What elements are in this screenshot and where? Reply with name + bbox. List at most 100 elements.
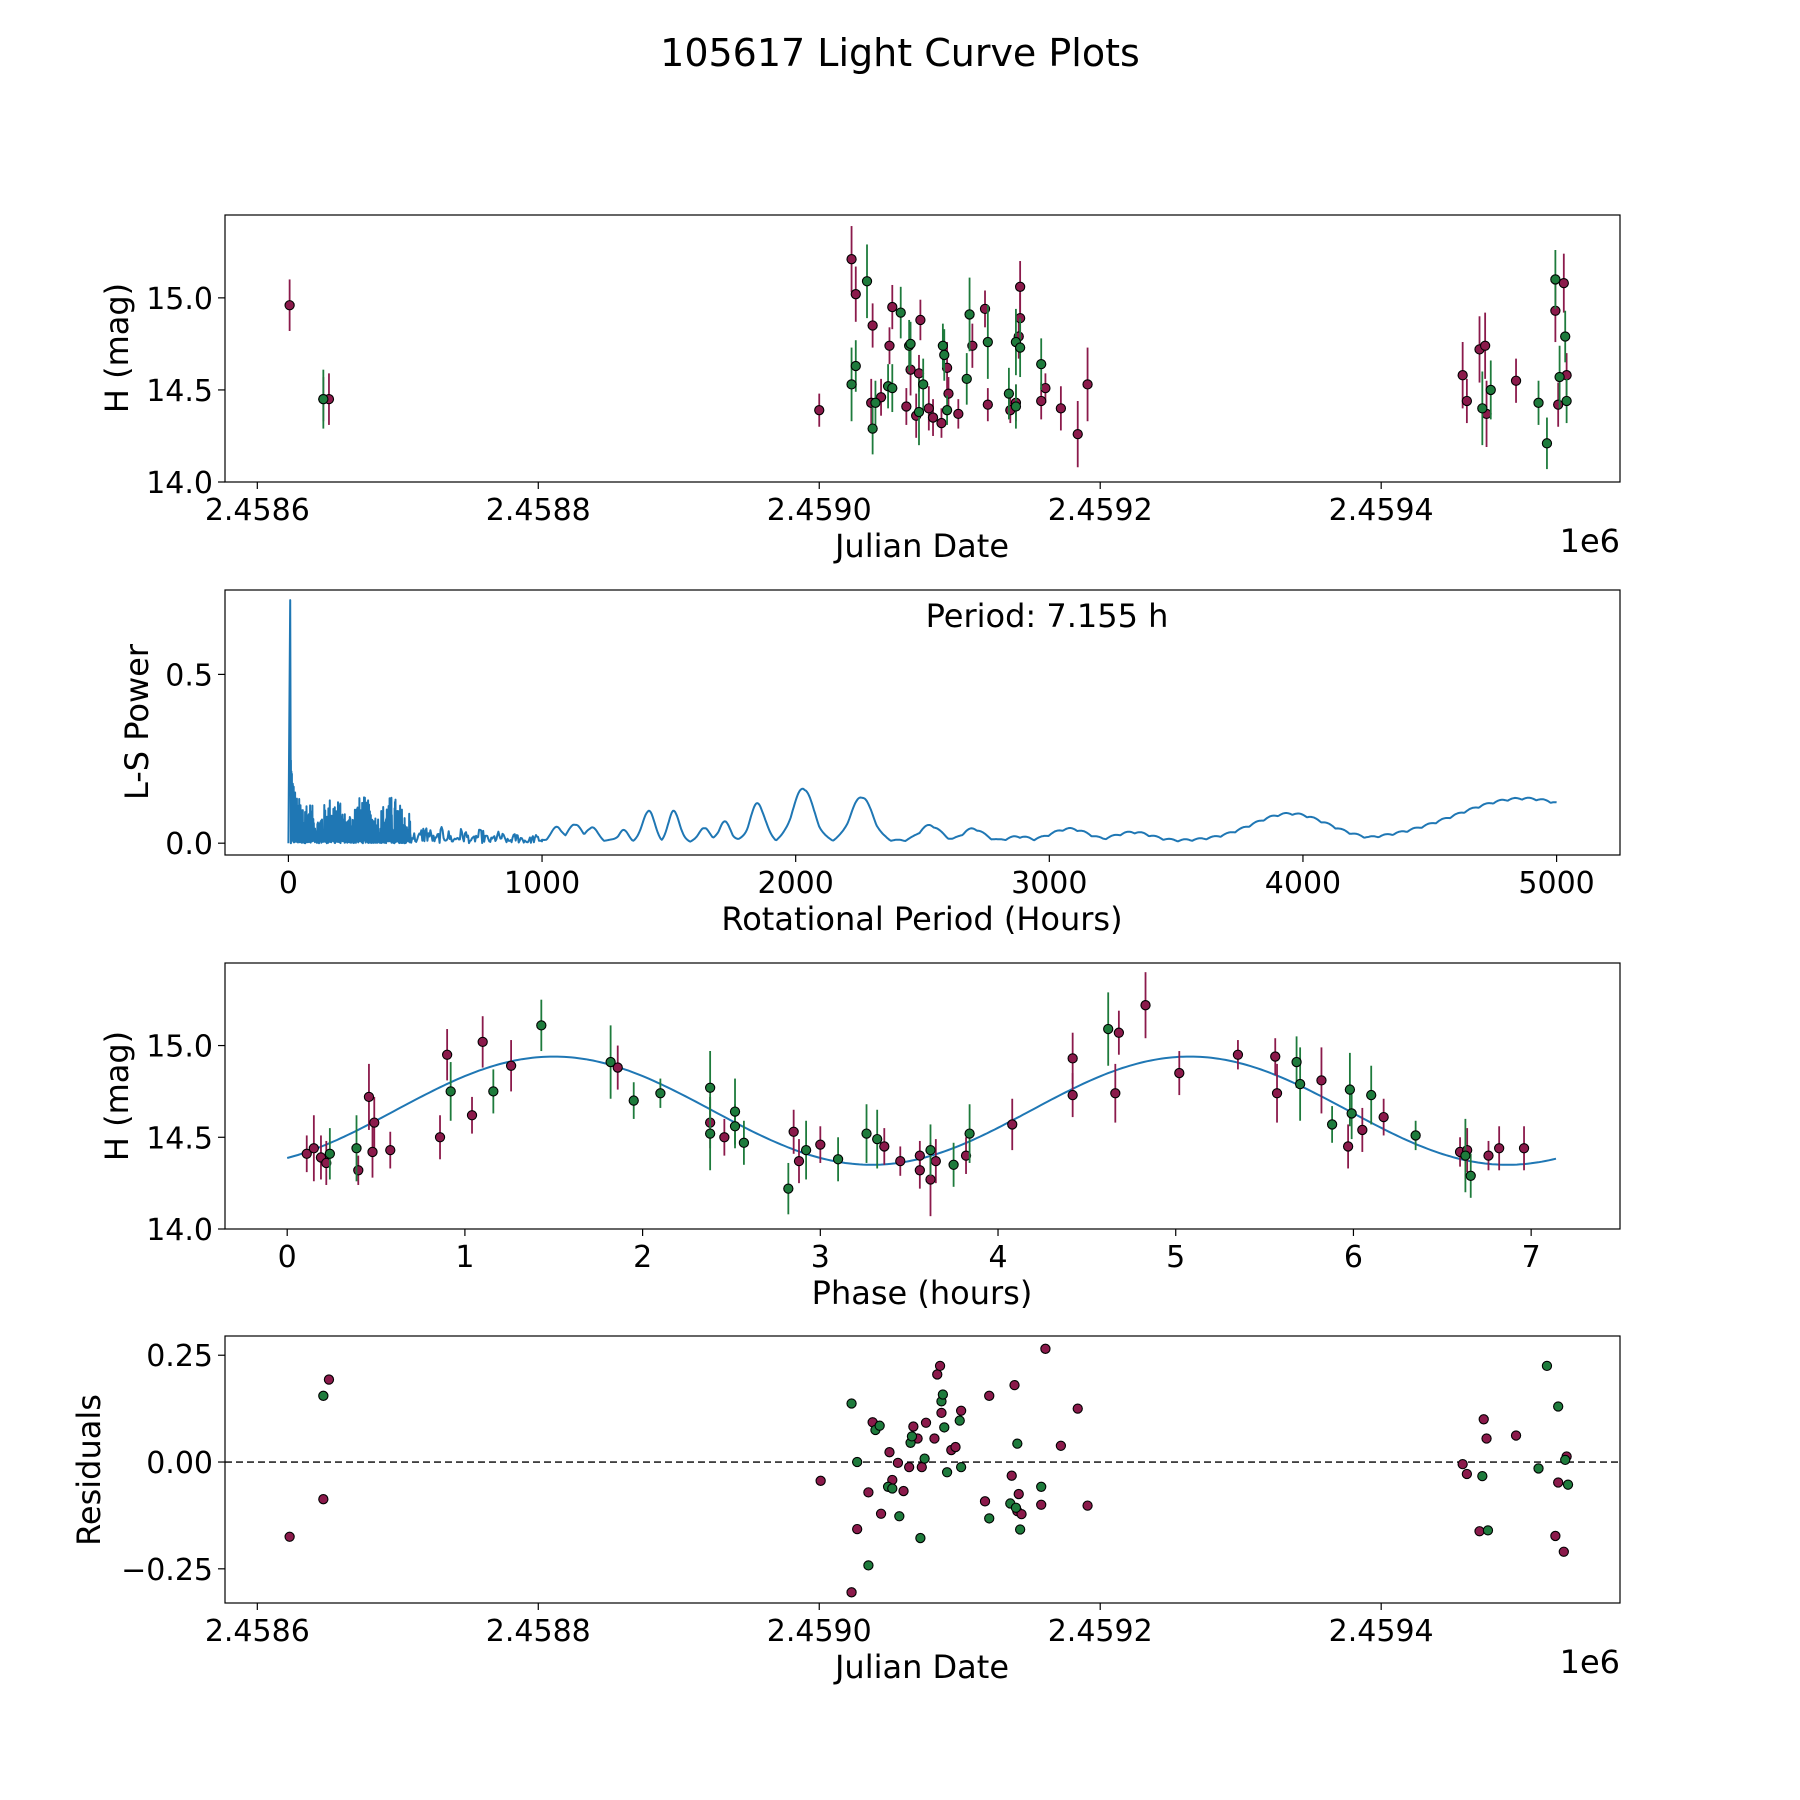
x-tick-label: 0 [279,866,298,901]
phased-points [286,972,1557,1217]
g-band-point [941,405,953,416]
periodogram-ticks: 0 1000 2000 3000 4000 5000 0.0 0.5 [165,658,1594,901]
r-band-point [898,1485,909,1497]
g-band-point [905,338,916,350]
r-band-point [1036,395,1047,407]
g-band-point [704,1128,716,1139]
r-band-point [1461,1468,1473,1480]
r-band-point [846,1587,857,1598]
r-band-point [1082,379,1093,390]
r-band-point [1357,1124,1368,1136]
r-band-point [1016,1508,1027,1520]
x-tick-label: 1000 [504,866,580,901]
r-band-point [505,1060,517,1071]
r-band-point [934,1360,946,1372]
r-band-point [925,1174,936,1185]
r-band-point [1342,1141,1354,1152]
r-band-point [441,1049,453,1060]
r-band-point [367,1146,378,1158]
r-band-point [960,1150,972,1161]
g-band-point [863,1560,874,1571]
g-band-point [1326,1119,1338,1130]
phased-ylabel: H (mag) [98,1031,136,1161]
g-band-point [1291,1056,1302,1068]
r-band-point [1040,1343,1051,1354]
g-band-point [915,1532,926,1544]
x-tick-label: 4000 [1265,866,1341,901]
r-band-point [1483,1150,1494,1161]
residuals-xlabel: Julian Date [833,1648,1009,1686]
g-band-point [1460,1150,1471,1161]
r-band-point [719,1132,730,1143]
periodogram-ylabel: L-S Power [118,643,156,800]
r-band-point [1072,1403,1083,1414]
r-band-point [1494,1143,1505,1154]
g-band-point [729,1121,741,1132]
r-band-point [1009,1379,1020,1391]
g-band-point [887,1483,898,1494]
g-band-point [605,1056,616,1068]
r-band-point [1113,1027,1125,1038]
r-band-point [915,314,926,326]
lightcurve-points [284,226,1572,470]
r-band-point [979,1496,991,1507]
g-band-point [1010,1502,1022,1513]
g-band-point [964,1128,975,1139]
r-band-point [884,340,895,351]
g-band-point [351,1143,362,1154]
r-band-point [318,1494,329,1505]
r-band-point [904,1462,915,1473]
g-band-point [1477,403,1488,414]
g-band-point [1012,1438,1023,1449]
g-band-point [1014,1524,1026,1535]
r-band-point [895,1155,906,1167]
r-band-point [369,1117,380,1128]
r-band-point [466,1110,478,1121]
x-tick-label: 2 [633,1240,652,1275]
r-band-point [1067,1053,1078,1064]
r-band-point [1013,1488,1024,1500]
g-band-point [850,360,861,372]
y-tick-label: 0.5 [165,658,213,693]
g-band-point [783,1183,794,1194]
g-band-point [852,1456,863,1468]
g-band-point [318,1390,329,1401]
g-band-point [324,1148,335,1159]
r-band-point [936,417,947,429]
r-band-point [1270,1051,1281,1062]
g-band-point [628,1095,639,1106]
x-tick-label: 3 [811,1240,830,1275]
g-band-point [1553,1401,1564,1412]
periodogram-curve [287,599,1557,845]
g-band-point [941,1467,953,1478]
r-band-point [914,1165,925,1176]
g-band-point [1294,1078,1306,1090]
r-band-point [913,368,925,379]
period-annotation: Period: 7.155 h [926,597,1169,635]
r-band-point [914,1150,925,1161]
g-band-point [704,1082,716,1093]
y-tick-label: 15.0 [146,1030,213,1065]
g-band-point [872,1133,883,1145]
g-band-point [961,373,972,385]
residuals-points [225,1343,1620,1598]
x-tick-label: 6 [1344,1240,1363,1275]
g-band-point [939,349,950,361]
r-band-point [1553,1477,1564,1488]
g-band-point [1036,1481,1047,1492]
r-band-point [1518,1143,1530,1154]
g-band-point [846,1398,857,1409]
r-band-point [1232,1049,1244,1060]
residuals-frame [224,1335,1621,1604]
r-band-point [884,1447,895,1458]
g-band-point [1036,359,1047,370]
r-band-point [892,1457,904,1469]
r-band-point [905,364,916,375]
g-band-point [939,1422,950,1433]
r-band-point [982,399,993,410]
r-band-point [850,289,861,300]
r-band-point [321,1157,332,1169]
g-band-point [919,1453,930,1464]
r-band-point [1082,1500,1093,1511]
r-band-point [1558,1546,1569,1557]
